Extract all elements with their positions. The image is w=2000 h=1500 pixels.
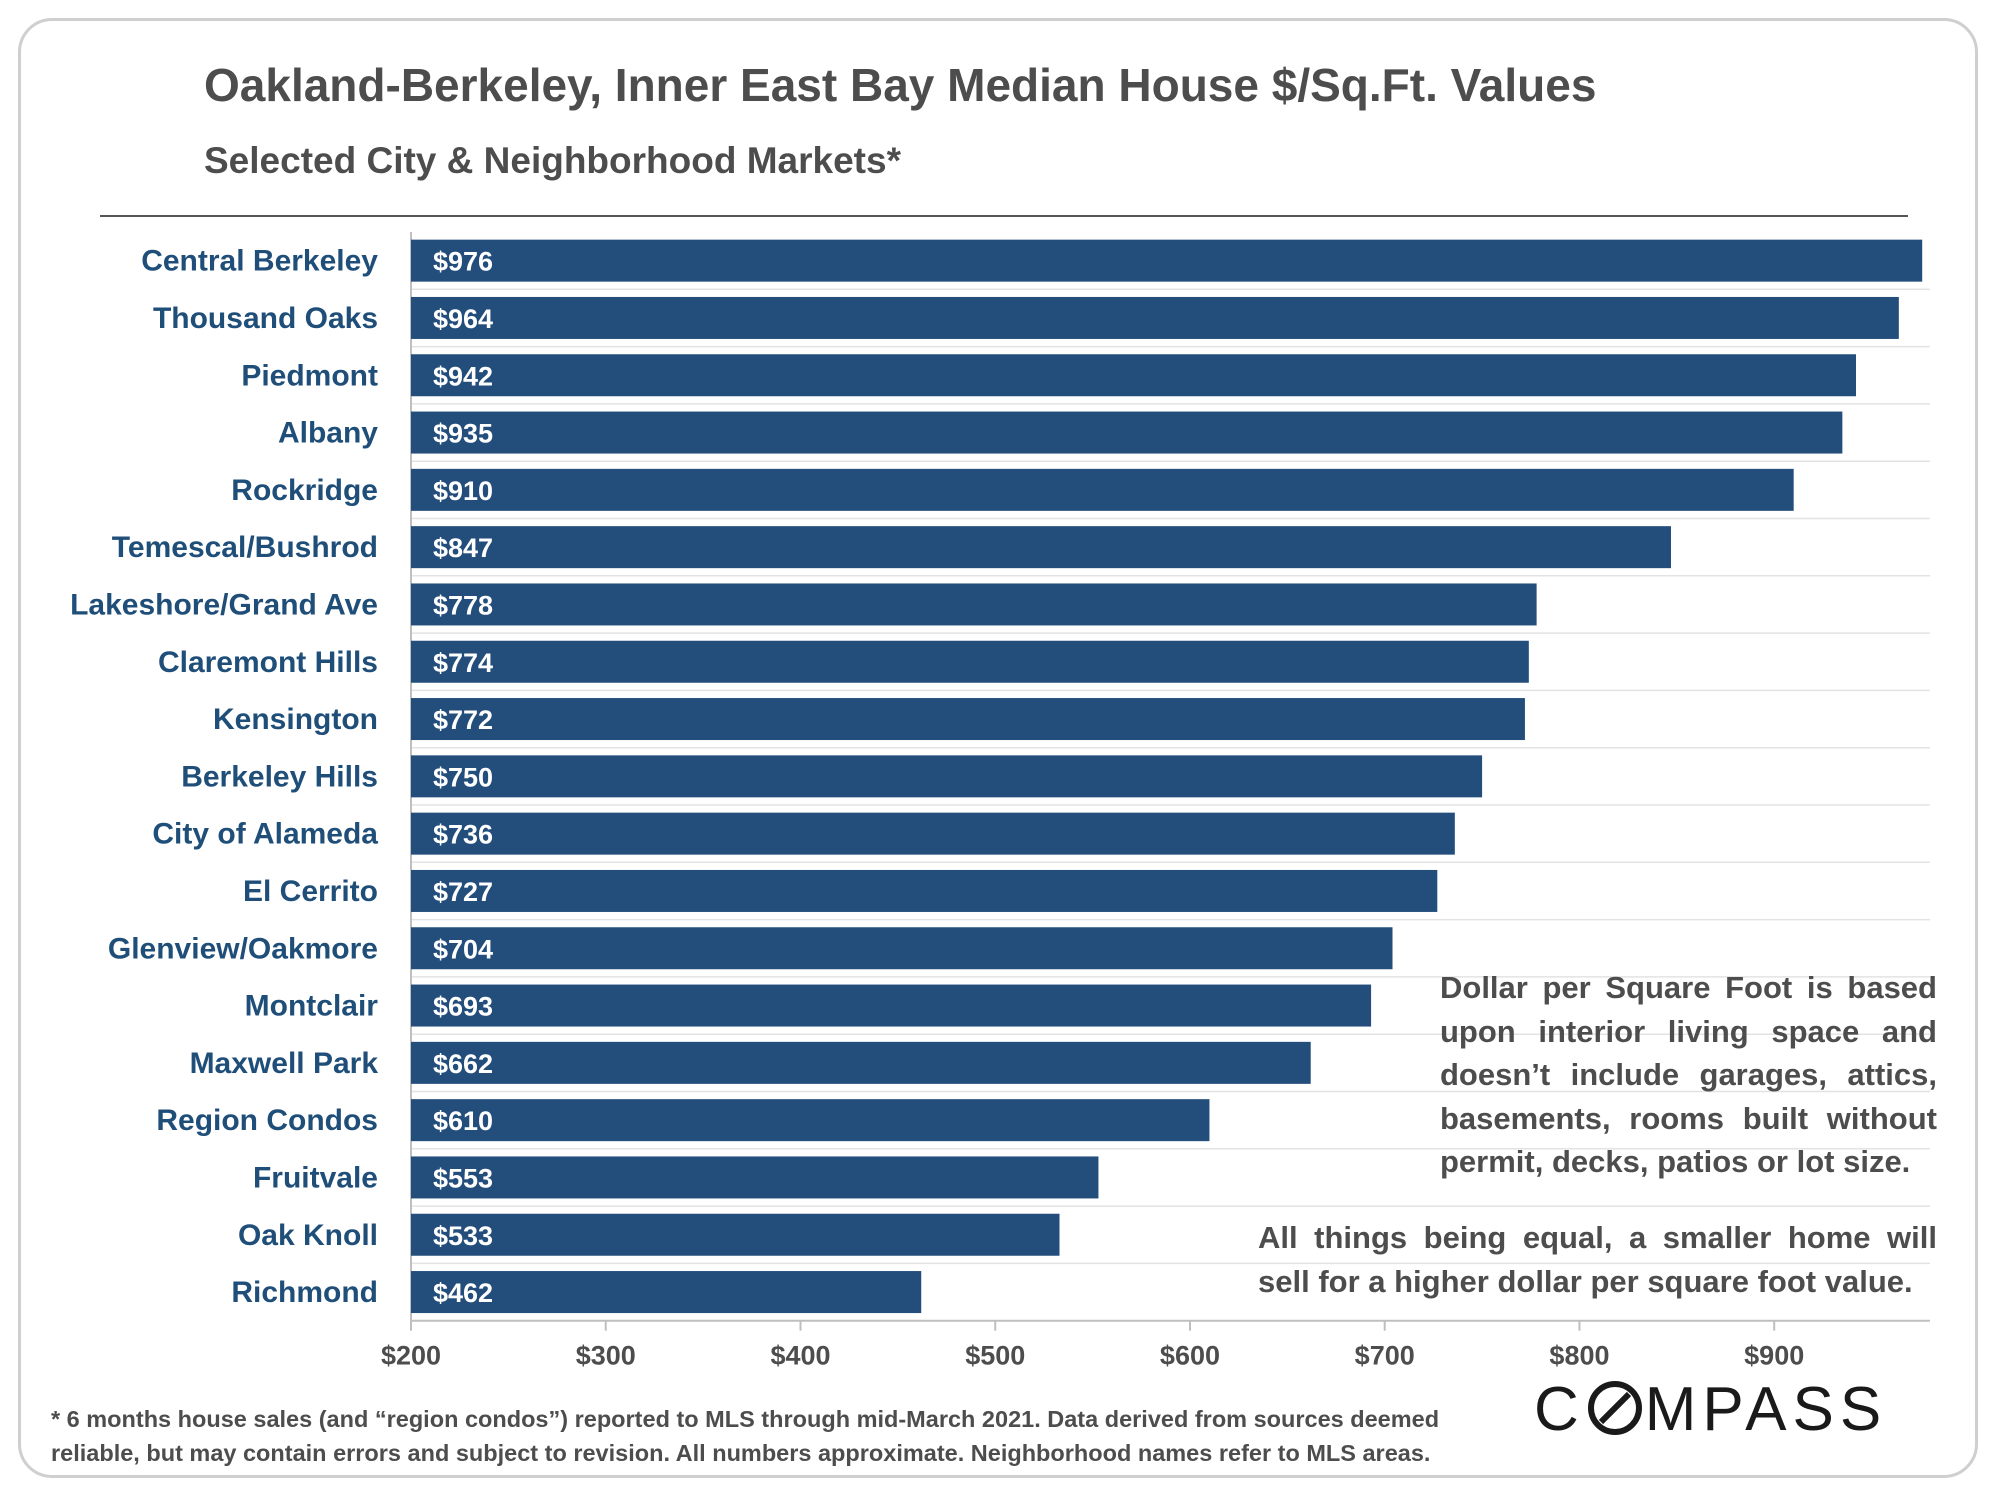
bar: [411, 1099, 1210, 1142]
x-tick-label: $600: [1160, 1341, 1220, 1371]
bar-value-label: $942: [433, 361, 493, 391]
bar: [411, 698, 1525, 741]
x-tick-label: $400: [770, 1341, 830, 1371]
category-label: Piedmont: [241, 359, 378, 392]
bar: [411, 239, 1923, 282]
x-tick-label: $700: [1355, 1341, 1415, 1371]
category-label: Glenview/Oakmore: [108, 932, 378, 965]
bar-value-label: $610: [433, 1106, 493, 1136]
bar-value-label: $750: [433, 762, 493, 792]
smaller-home-note: All things being equal, a smaller home w…: [1258, 1216, 1937, 1303]
bar-value-label: $935: [433, 419, 493, 449]
x-tick-label: $300: [576, 1341, 636, 1371]
bar-value-label: $704: [433, 934, 493, 964]
category-label: Thousand Oaks: [153, 302, 378, 335]
bar-value-label: $964: [433, 304, 493, 334]
bar: [411, 984, 1372, 1027]
bar: [411, 526, 1671, 569]
note-line: basements, rooms built without: [1440, 1100, 1937, 1136]
category-label: Central Berkeley: [141, 245, 378, 278]
category-label: Fruitvale: [253, 1161, 378, 1194]
category-label: Albany: [278, 417, 378, 450]
bar-value-label: $772: [433, 705, 493, 735]
category-label: Claremont Hills: [158, 646, 378, 679]
note-line: sell for a higher dollar per square foot…: [1258, 1263, 1913, 1299]
bar: [411, 1213, 1060, 1256]
x-tick-label: $900: [1744, 1341, 1804, 1371]
bar-value-label: $778: [433, 590, 493, 620]
chart-subtitle: Selected City & Neighborhood Markets*: [204, 140, 901, 181]
bar: [411, 812, 1455, 855]
note-line: doesn’t include garages, attics,: [1440, 1057, 1937, 1092]
category-label: El Cerrito: [243, 875, 378, 908]
category-label: Richmond: [231, 1276, 378, 1309]
note-line: Dollar per Square Foot is based: [1440, 970, 1937, 1005]
bar-value-label: $774: [433, 648, 493, 678]
bar: [411, 640, 1529, 683]
bar-value-label: $553: [433, 1163, 493, 1193]
logo-prefix: C: [1534, 1375, 1585, 1444]
category-label: Rockridge: [231, 474, 378, 507]
compass-o-icon: [1587, 1381, 1642, 1435]
interior-space-note: Dollar per Square Foot is based upon int…: [1440, 966, 1937, 1184]
chart-title: Oakland-Berkeley, Inner East Bay Median …: [204, 59, 1597, 111]
bar: [411, 927, 1393, 970]
bar-value-label: $533: [433, 1221, 493, 1251]
bar: [411, 869, 1438, 912]
bar: [411, 411, 1843, 454]
category-label: Kensington: [213, 703, 378, 736]
category-label: Region Condos: [156, 1104, 378, 1137]
note-line: upon interior living space and: [1440, 1013, 1937, 1049]
bar: [411, 1041, 1311, 1084]
bar-value-label: $727: [433, 877, 493, 907]
title-divider: [100, 215, 1908, 217]
note-line: All things being equal, a smaller home w…: [1258, 1220, 1937, 1255]
category-label: Oak Knoll: [238, 1219, 378, 1252]
category-label: City of Alameda: [152, 818, 378, 851]
bar: [411, 296, 1899, 339]
category-label: Berkeley Hills: [181, 760, 378, 793]
category-label: Lakeshore/Grand Ave: [70, 588, 378, 621]
bar: [411, 583, 1537, 626]
bar: [411, 468, 1794, 511]
bar-value-label: $462: [433, 1278, 493, 1308]
category-label: Temescal/Bushrod: [112, 531, 378, 564]
footnote: * 6 months house sales (and “region cond…: [51, 1406, 1440, 1466]
bar-value-label: $693: [433, 992, 493, 1022]
bar: [411, 755, 1483, 798]
bar: [411, 354, 1856, 397]
bar: [411, 1271, 922, 1314]
bar-value-label: $662: [433, 1049, 493, 1079]
x-tick-label: $200: [381, 1341, 441, 1371]
bar: [411, 1156, 1099, 1199]
logo-suffix: MPASS: [1644, 1375, 1888, 1444]
bar-value-label: $736: [433, 820, 493, 850]
compass-logo: C MPASS: [1534, 1374, 1904, 1444]
bar-value-label: $847: [433, 533, 493, 563]
bar-value-label: $976: [433, 247, 493, 277]
x-tick-label: $500: [965, 1341, 1025, 1371]
bar-value-label: $910: [433, 476, 493, 506]
category-label: Maxwell Park: [190, 1047, 379, 1080]
category-label: Montclair: [245, 990, 379, 1023]
x-tick-label: $800: [1549, 1341, 1609, 1371]
note-line: permit, decks, patios or lot size.: [1440, 1144, 1911, 1179]
